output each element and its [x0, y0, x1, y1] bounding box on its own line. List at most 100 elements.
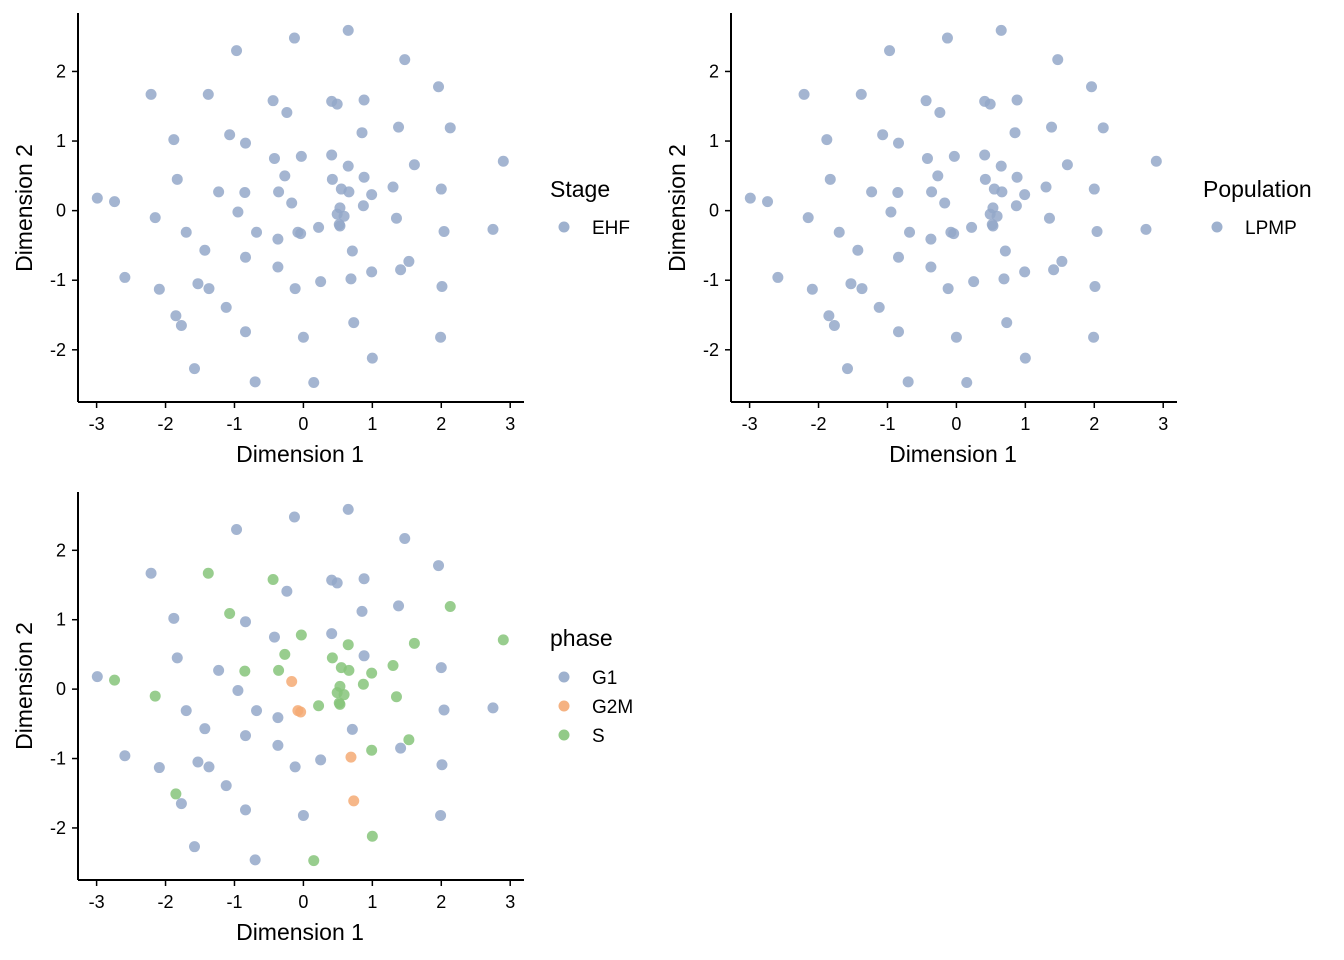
data-point [346, 723, 358, 735]
data-point [249, 854, 261, 866]
data-point [286, 675, 298, 687]
legend-title: Stage [550, 176, 610, 202]
data-point [109, 674, 121, 686]
data-point [313, 221, 325, 233]
data-point [281, 585, 293, 597]
data-point [315, 276, 327, 288]
data-point [444, 601, 456, 613]
y-tick-label: 1 [56, 131, 66, 151]
data-point [1040, 181, 1052, 193]
data-point [798, 88, 810, 100]
panel-population: -3 -2 -1 0 1 2 3 -2 -1 0 1 2 Dimension 1 Dimension… [664, 13, 1312, 467]
x-tick-label: 3 [505, 414, 515, 434]
data-point [192, 756, 204, 768]
data-point [438, 226, 450, 238]
data-point [342, 160, 354, 172]
data-point [272, 233, 284, 245]
data-point [948, 150, 960, 162]
data-point [1048, 264, 1060, 276]
legend-title: phase [550, 625, 613, 651]
data-point [295, 228, 307, 240]
data-point [295, 629, 307, 641]
data-point [338, 210, 350, 222]
data-point [932, 170, 944, 182]
data-point [998, 273, 1010, 285]
legend-key-s [558, 729, 570, 741]
legend-label-g1: G1 [592, 668, 617, 689]
data-point [231, 45, 243, 57]
data-point [866, 186, 878, 198]
data-point [342, 24, 354, 36]
data-point [343, 664, 355, 676]
legend-label-s: S [592, 726, 605, 747]
data-point [192, 278, 204, 290]
legend-title: Population [1203, 176, 1312, 202]
data-point [1088, 183, 1100, 195]
x-tick-label: -3 [742, 414, 758, 434]
x-tick-label: 0 [298, 414, 308, 434]
data-point [366, 744, 378, 756]
data-point [203, 761, 215, 773]
data-point [356, 605, 368, 617]
x-tick-label: -3 [89, 414, 105, 434]
data-point [920, 95, 932, 107]
data-point [403, 734, 415, 746]
data-point [199, 244, 211, 256]
y-tick-label: 0 [56, 679, 66, 699]
data-point [435, 662, 447, 674]
data-point [356, 127, 368, 139]
data-point [170, 310, 182, 322]
data-point [393, 121, 405, 133]
data-point [213, 186, 225, 198]
data-point [343, 186, 355, 198]
data-point [395, 264, 407, 276]
data-point [268, 152, 280, 164]
x-tick-label: -1 [226, 414, 242, 434]
x-tick-label: 1 [1020, 414, 1030, 434]
data-point [855, 88, 867, 100]
data-point [984, 98, 996, 110]
data-point [435, 183, 447, 195]
data-point [308, 855, 320, 867]
data-point [91, 671, 103, 683]
data-point [833, 226, 845, 238]
data-point [366, 189, 378, 201]
data-point [251, 226, 263, 238]
data-point [934, 107, 946, 119]
data-point [268, 631, 280, 643]
data-point [979, 173, 991, 185]
data-point [408, 159, 420, 171]
data-point [823, 310, 835, 322]
data-point [175, 319, 187, 331]
data-point [224, 607, 236, 619]
data-point [240, 326, 252, 338]
data-point [772, 271, 784, 283]
data-point [1019, 189, 1031, 201]
data-point [925, 261, 937, 273]
legend: phase G1 G2M S [550, 625, 633, 747]
data-point [987, 220, 999, 232]
data-point [231, 523, 243, 535]
data-point [358, 171, 370, 183]
data-point [1089, 280, 1101, 292]
data-point [435, 331, 447, 343]
data-point [213, 664, 225, 676]
data-point [390, 691, 402, 703]
data-point [289, 283, 301, 295]
data-point [180, 705, 192, 717]
data-point [941, 32, 953, 44]
data-point [334, 220, 346, 232]
y-tick-label: -2 [50, 818, 66, 838]
data-point [366, 667, 378, 679]
y-tick-label: 2 [56, 61, 66, 81]
x-tick-label: 0 [951, 414, 961, 434]
data-point [267, 95, 279, 107]
data-point [926, 186, 938, 198]
data-point [436, 759, 448, 771]
x-axis-title: Dimension 1 [889, 441, 1017, 467]
data-point [119, 750, 131, 762]
y-tick-label: 0 [56, 201, 66, 221]
data-point [326, 652, 338, 664]
data-point [171, 652, 183, 664]
data-point [119, 271, 131, 283]
